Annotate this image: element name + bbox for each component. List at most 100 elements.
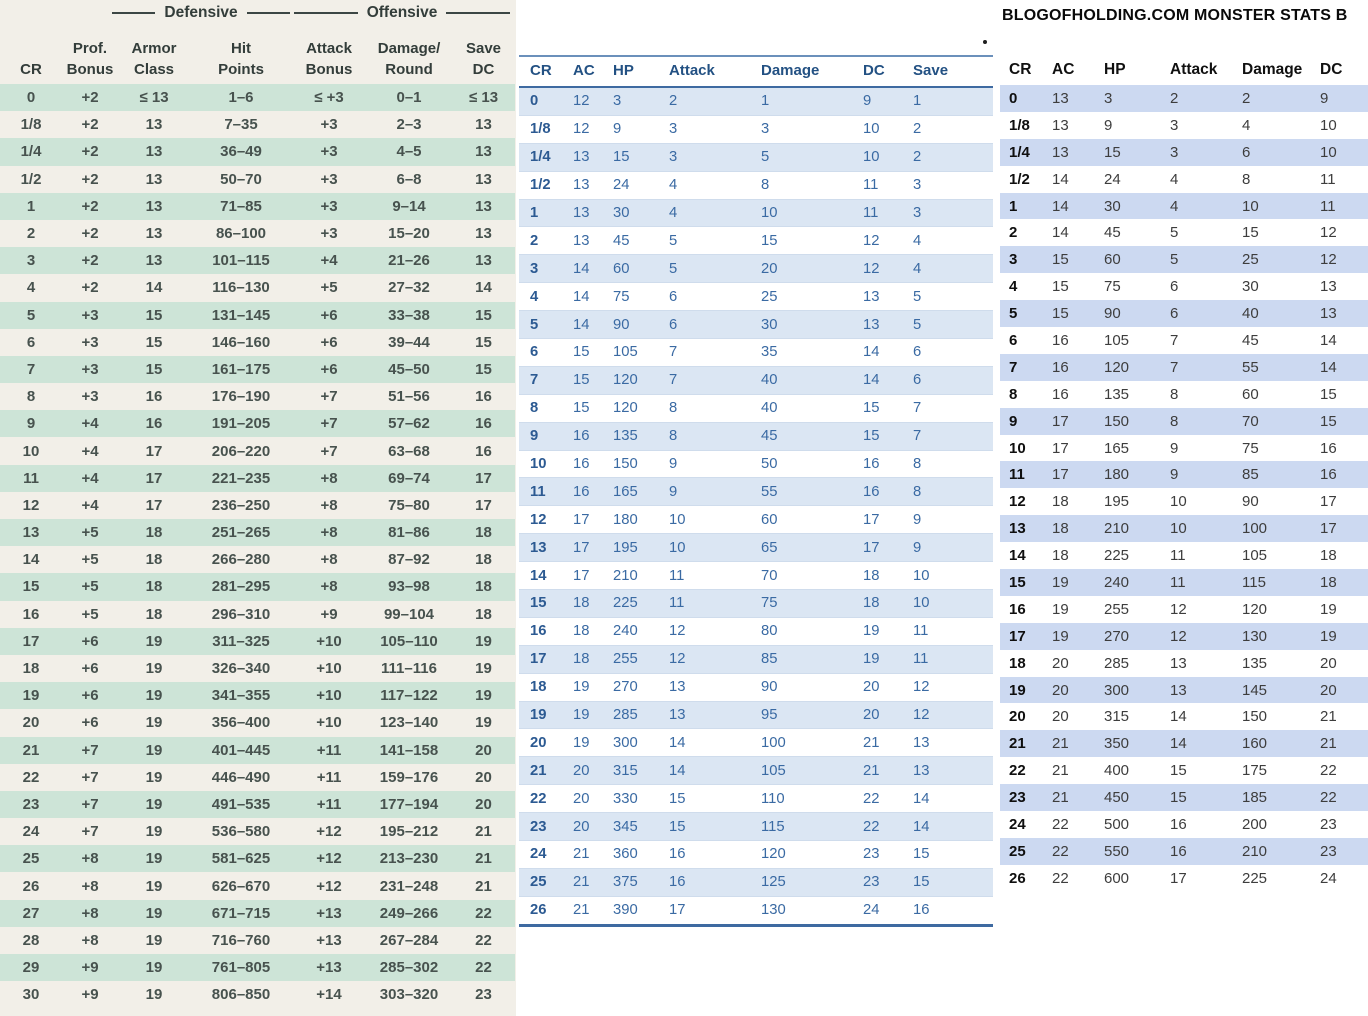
stat-cell: 15: [452, 301, 515, 329]
stat-cell: 85: [753, 645, 855, 674]
stat-cell: 21: [1320, 708, 1337, 726]
stat-cell: 3: [1170, 116, 1179, 134]
stat-cell: 15: [905, 840, 993, 869]
table-row: 10 16 150 9 50 16 8: [519, 450, 993, 479]
stat-cell: +8: [292, 464, 366, 492]
stat-cell: 12: [565, 87, 605, 116]
blue-table: CR AC HP Attack Damage DC Save 0 12 3 2 1 9 1 1/8 12 9 3…: [519, 55, 993, 927]
stat-cell: 16: [913, 902, 930, 919]
stat-cell: 146–160: [211, 333, 271, 351]
stat-cell: 30: [1096, 192, 1162, 220]
cr-cell: 12: [22, 496, 40, 514]
column-header: AC: [1052, 61, 1075, 78]
stat-cell: 19: [118, 682, 190, 710]
stat-cell: 21: [1312, 730, 1368, 758]
cr-cell: 13: [1000, 515, 1044, 543]
stat-cell: 20: [1320, 654, 1337, 672]
cr-cell: 13: [0, 519, 62, 547]
table-row: 19 19 285 13 95 20 12: [519, 701, 993, 730]
stat-cell: 2: [1234, 85, 1312, 112]
stat-cell: 13: [565, 226, 605, 256]
stat-cell: +2: [62, 192, 118, 220]
cr-cell: 20: [1009, 708, 1026, 726]
stat-cell: 13: [475, 225, 492, 243]
stat-cell: 16: [855, 450, 905, 479]
table-row: 13 18 210 10 100 17: [1000, 515, 1368, 543]
stat-cell: 19: [565, 701, 605, 730]
table-row: 15 18 225 11 75 18 10: [519, 589, 993, 618]
stat-cell: +8: [292, 573, 366, 601]
stat-cell: 19: [565, 673, 605, 702]
stat-cell: 55: [1234, 353, 1312, 381]
stat-cell: 13: [905, 756, 993, 786]
table-row: 24 21 360 16 120 23 15: [519, 840, 993, 869]
stat-cell: 15: [452, 355, 515, 384]
stat-cell: 17: [1170, 869, 1187, 887]
stat-cell: 135: [605, 422, 661, 451]
stat-cell: 135: [1104, 385, 1130, 403]
table-row: 1 14 30 4 10 11: [1000, 192, 1368, 220]
table-row: 0 +2 ≤ 13 1–6 ≤ +3 0–1 ≤ 13: [0, 84, 515, 112]
stat-cell: 24: [1320, 869, 1337, 887]
stat-cell: 15: [565, 366, 605, 395]
stat-cell: +2: [81, 225, 99, 243]
stat-cell: +11: [292, 790, 366, 819]
stat-cell: 75: [753, 589, 855, 618]
cr-cell: 14: [22, 551, 40, 569]
stat-cell: 15: [1044, 246, 1096, 274]
stat-cell: 14: [855, 338, 905, 367]
table-row: 16 +5 18 296–310 +9 99–104 18: [0, 601, 515, 628]
stat-cell: 13: [145, 225, 163, 243]
cr-cell: 22: [1009, 762, 1026, 780]
cr-cell: 4: [26, 279, 36, 297]
stat-cell: 11: [1320, 170, 1336, 188]
stat-cell: 12: [565, 115, 605, 144]
stat-cell: 18: [1052, 547, 1069, 565]
stat-cell: 21: [565, 840, 605, 869]
stat-cell: 19: [855, 645, 905, 674]
stat-cell: 4: [905, 254, 993, 284]
cr-cell: 23: [0, 790, 62, 819]
cr-cell: 16: [1009, 600, 1026, 618]
table-row: 23 21 450 15 185 22: [1000, 784, 1368, 812]
cr-cell: 5: [1000, 300, 1044, 328]
stat-cell: 6: [905, 338, 993, 367]
table-row: 20 20 315 14 150 21: [1000, 703, 1368, 730]
stat-cell: 14: [1044, 192, 1096, 220]
stat-cell: 18: [1044, 515, 1096, 543]
stat-cell: 5: [1162, 246, 1234, 274]
stat-cell: 70: [753, 561, 855, 591]
stat-cell: 15: [1096, 138, 1162, 166]
table-row: 1/4 13 15 3 6 10: [1000, 138, 1368, 166]
stat-cell: 15–20: [388, 225, 430, 243]
cr-cell: 2: [1009, 224, 1018, 242]
cr-cell: 21: [1000, 730, 1044, 758]
stat-cell: 2: [1162, 85, 1234, 112]
stat-cell: 236–250: [211, 496, 271, 514]
table-row: 26 +8 19 626–670 +12 231–248 21: [0, 872, 515, 899]
stat-cell: 13: [145, 116, 163, 134]
stat-cell: 8: [661, 422, 753, 451]
column-header: DC: [855, 56, 905, 88]
stat-cell: 10: [905, 589, 993, 618]
stat-cell: +8: [81, 931, 99, 949]
stat-cell: 13: [565, 199, 605, 228]
stat-cell: 57–62: [366, 410, 452, 438]
stat-cell: 5: [753, 143, 855, 172]
stat-cell: 50: [753, 450, 855, 479]
stat-cell: 17: [145, 442, 163, 460]
stat-cell: +3: [292, 138, 366, 166]
stat-cell: 17: [1312, 515, 1368, 543]
stat-cell: 3: [1162, 138, 1234, 166]
stat-cell: 120: [753, 840, 855, 869]
stat-cell: 60: [1096, 246, 1162, 274]
table-row: 26 21 390 17 130 24 16: [519, 896, 993, 925]
cr-cell: 1/8: [519, 115, 565, 144]
stat-cell: 13: [1320, 278, 1337, 296]
stat-cell: 15: [118, 355, 190, 384]
stat-cell: +12: [316, 877, 342, 895]
stat-cell: 60: [605, 254, 661, 284]
stat-cell: 75: [605, 282, 661, 312]
stat-cell: 21: [565, 868, 605, 897]
stat-cell: 15: [145, 333, 163, 351]
